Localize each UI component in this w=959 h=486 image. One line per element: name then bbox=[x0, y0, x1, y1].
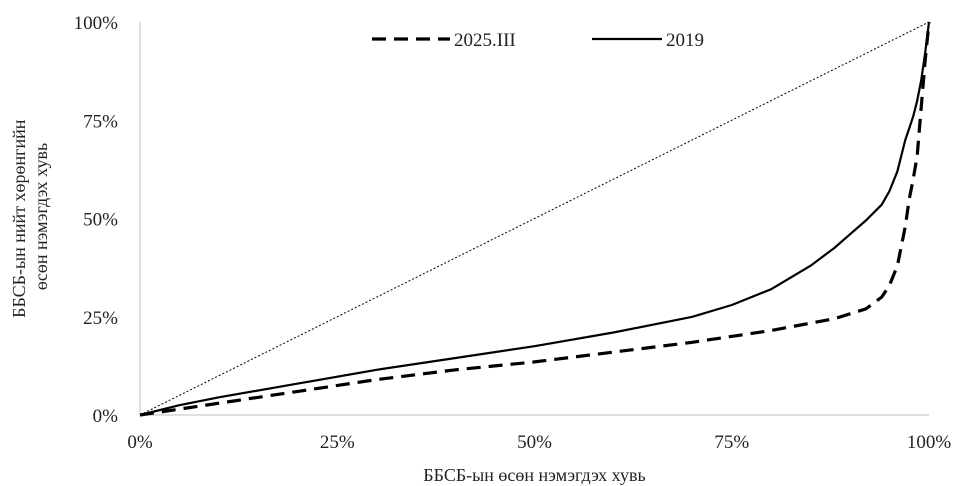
series-line-2025.III bbox=[139, 21, 931, 417]
x-axis-title: ББСБ-ын өсөн нэмэгдэх хувь bbox=[423, 465, 645, 485]
x-tick-label: 0% bbox=[127, 432, 153, 453]
y-tick-label: 0% bbox=[93, 406, 119, 427]
y-tick-label: 75% bbox=[83, 111, 118, 132]
x-tick-label: 100% bbox=[907, 432, 952, 453]
series-line-2019 bbox=[139, 21, 931, 417]
x-tick-label: 50% bbox=[517, 432, 552, 453]
y-axis-title-line-2: өсөн нэмэгдэх хувь bbox=[31, 143, 51, 290]
y-tick-label: 100% bbox=[74, 13, 119, 34]
equality-diagonal-line bbox=[139, 21, 930, 416]
x-tick-labels: 0% 25% 50% 75% 100% bbox=[127, 432, 951, 453]
legend-label-2025.III: 2025.III bbox=[454, 30, 516, 51]
x-tick-label: 75% bbox=[714, 432, 749, 453]
series-layer bbox=[139, 21, 931, 417]
legend: 2025.III 2019 bbox=[372, 30, 704, 51]
x-tick-label: 25% bbox=[320, 432, 355, 453]
y-tick-label: 25% bbox=[83, 308, 118, 329]
y-tick-labels: 0% 25% 50% 75% 100% bbox=[74, 13, 119, 427]
y-axis-title: ББСБ-ын нийт хөрөнгийн өсөн нэмэгдэх хув… bbox=[9, 115, 51, 318]
legend-label-2019: 2019 bbox=[666, 30, 704, 51]
y-tick-label: 50% bbox=[83, 210, 118, 231]
y-axis-title-line-1: ББСБ-ын нийт хөрөнгийн bbox=[9, 119, 29, 318]
plot-area bbox=[139, 22, 929, 416]
